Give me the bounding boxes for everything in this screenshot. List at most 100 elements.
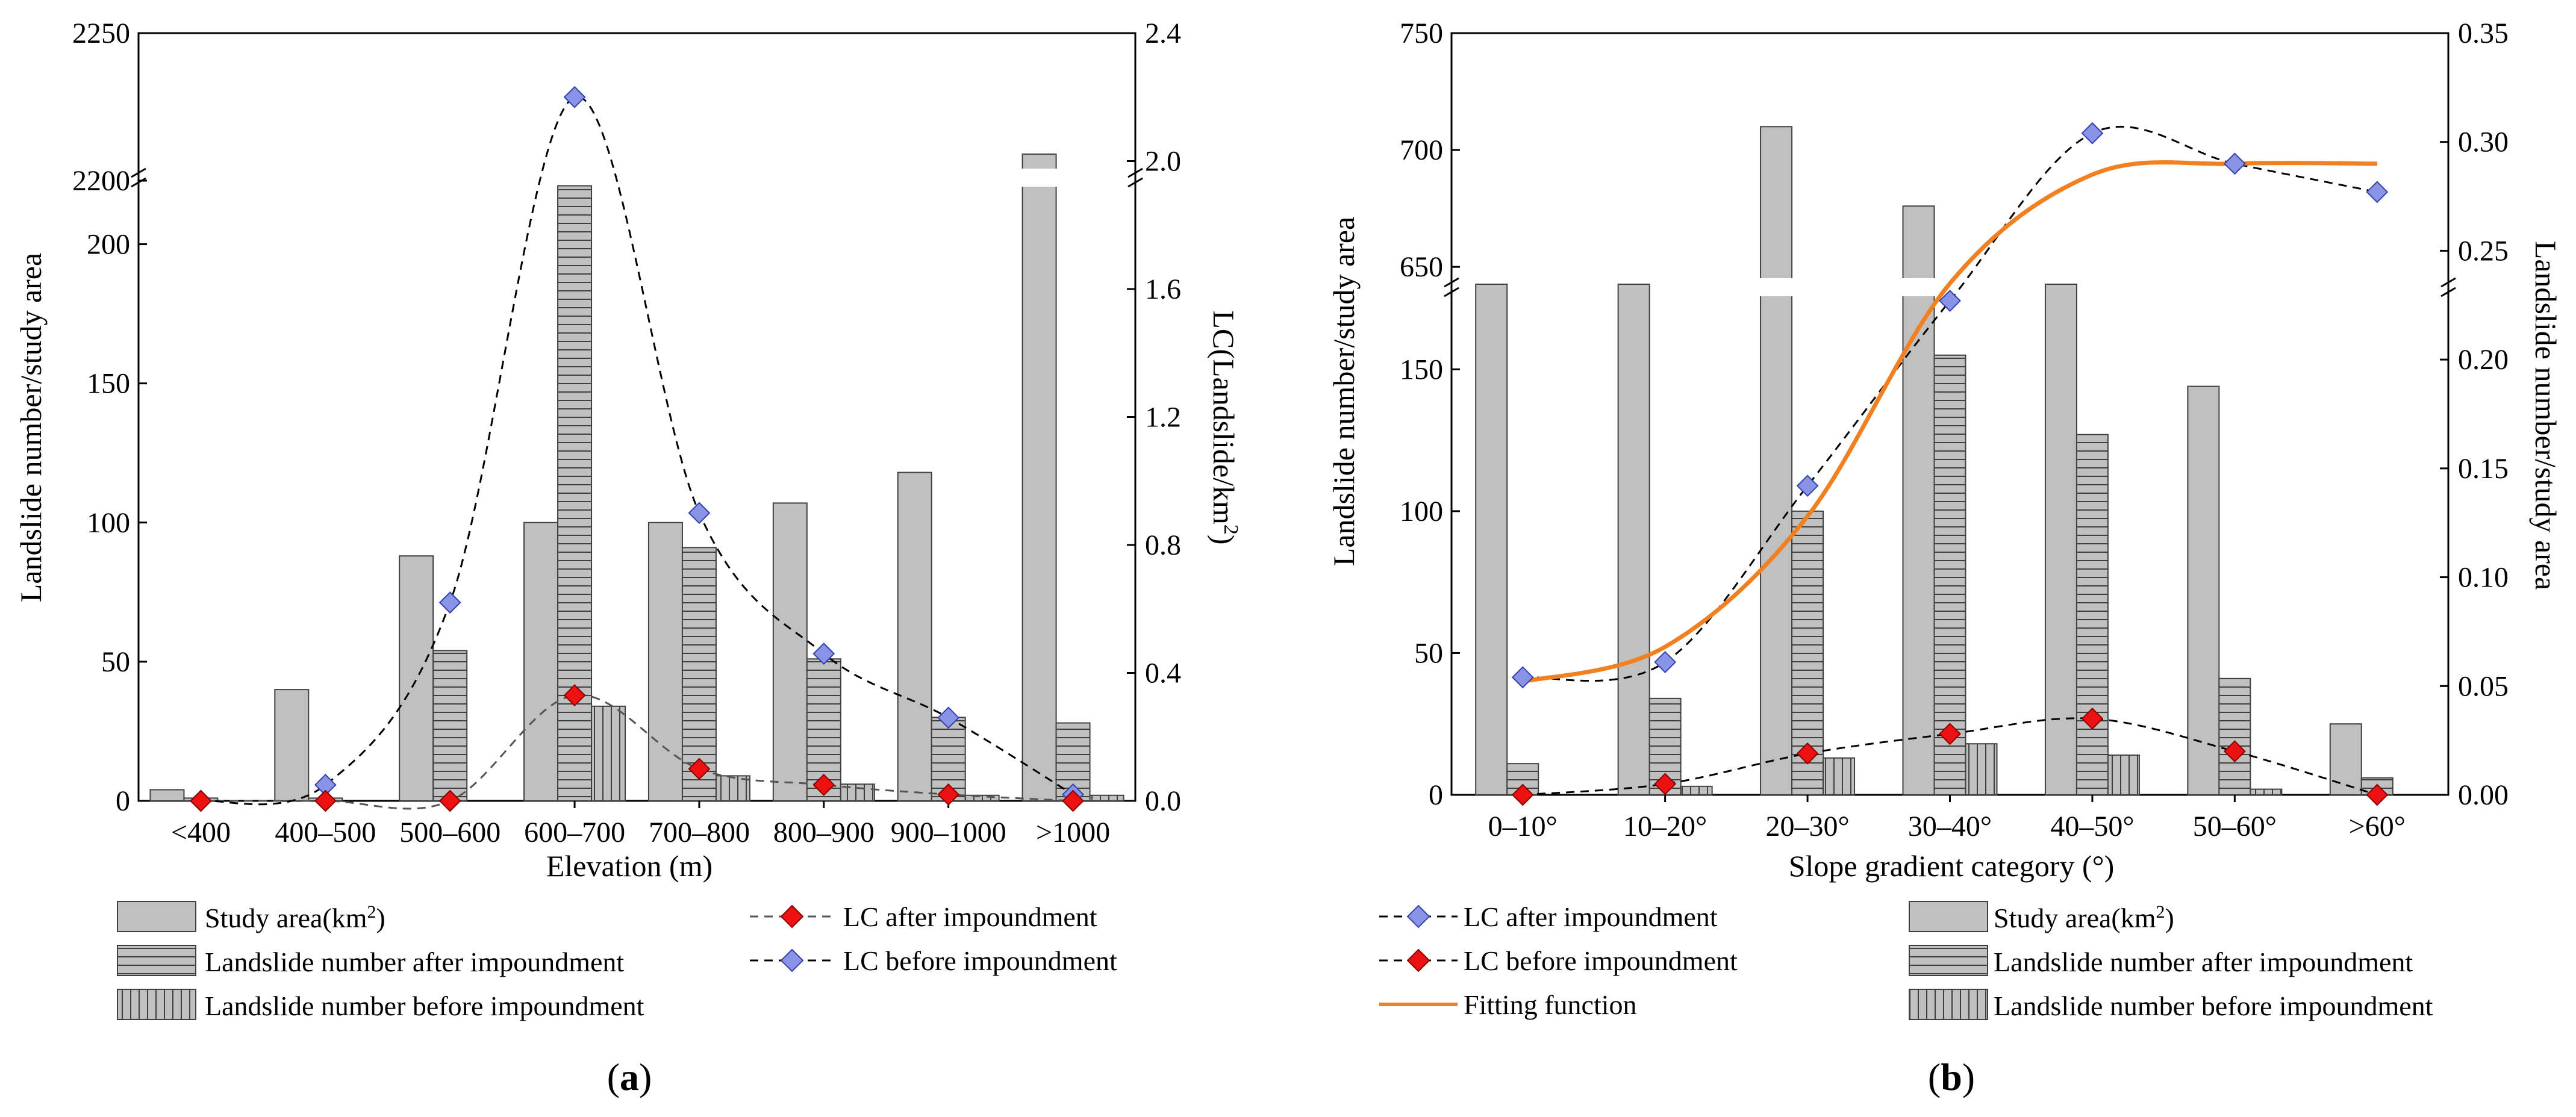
b-xtick-label: 0–10° xyxy=(1488,811,1558,842)
panel-a-label-letter: a xyxy=(620,1056,639,1098)
b-lc-red-marker xyxy=(1654,773,1677,795)
a-lc-blue-marker xyxy=(563,86,586,108)
legend-a-lc-after-label: LC after impoundment xyxy=(843,901,1097,932)
a-study-area-bar xyxy=(647,521,683,801)
b-axis-break-mark xyxy=(2440,287,2456,297)
panel-a-y2label: LC(Landslide/km2) xyxy=(1207,310,1242,544)
b-lc-red-marker xyxy=(2366,783,2389,806)
b-axis-break-mark xyxy=(1444,277,1459,288)
a-xtick-label: <400 xyxy=(171,817,231,848)
panel-a-label-open: ( xyxy=(607,1056,620,1098)
b-ln-before-bar xyxy=(1680,785,1713,796)
a-lc-red-marker xyxy=(190,789,212,812)
a-plot-frame xyxy=(137,32,1137,802)
b-lc-blue-marker xyxy=(2081,122,2104,145)
a-ln-after-bar xyxy=(557,185,593,801)
a-study-area-bar xyxy=(399,555,434,801)
panel-b: 0 50 100 150 650 700 750 0.00 0.05 0.10 0.15 0.20 0.… xyxy=(1400,17,2509,842)
panel-b-xlabel: Slope gradient category (°) xyxy=(1789,849,2115,883)
a-lc-blue-line xyxy=(201,96,1074,806)
a-lc-red-marker xyxy=(438,789,461,812)
legend-b-lc-after-marker xyxy=(1406,904,1430,929)
panel-a-y2label-main: LC(Landslide/km xyxy=(1207,310,1241,524)
b-xtick-label: 50–60° xyxy=(2193,811,2277,842)
a-ytick-right-label: 1.2 xyxy=(1145,402,1181,434)
a-lc-red-marker xyxy=(563,684,586,707)
b-study-area-bar xyxy=(2329,723,2362,795)
a-axis-break-mark xyxy=(131,177,146,188)
a-ytick-right-label: 0.0 xyxy=(1145,785,1181,817)
panel-a-xlabel: Elevation (m) xyxy=(546,849,713,883)
a-ytick-left-label: 0 xyxy=(116,785,130,817)
panel-a-legend: Study area(km2) Landslide number after i… xyxy=(117,901,1117,1021)
b-ytick-left-label: 100 xyxy=(1400,496,1443,527)
b-study-area-bar xyxy=(2187,385,2220,795)
a-xtick-label: 400–500 xyxy=(275,817,376,848)
a-lc-red-marker xyxy=(937,783,960,806)
a-ytick-right-label: 0.4 xyxy=(1145,658,1181,689)
panel-a-y2label-sup: 2 xyxy=(1220,524,1242,535)
panel-a: 0 50 100 150 200 2200 2250 0.0 0.4 0.8 1.2 1.6 2.0 2.… xyxy=(72,17,1181,848)
b-ln-after-bar xyxy=(1933,354,1966,795)
b-bar-break-gap xyxy=(1759,278,1794,296)
legend-b-fitting-label: Fitting function xyxy=(1464,989,1637,1020)
panel-a-y2label-tail: ) xyxy=(1207,535,1241,545)
a-xtick-label: 500–600 xyxy=(399,817,501,848)
panel-b-legend: LC after impoundment LC before impoundme… xyxy=(1379,901,2433,1021)
a-lc-blue-marker xyxy=(688,502,711,524)
b-lc-blue-marker xyxy=(2366,181,2389,204)
a-ytick-left-label: 100 xyxy=(87,507,130,539)
a-ytick-left-label: 150 xyxy=(87,368,130,400)
a-ln-before-bar xyxy=(1089,794,1124,802)
b-ln-before-bar xyxy=(2107,755,2140,795)
b-xtick-label: 20–30° xyxy=(1765,811,1849,842)
legend-a-ln-after-swatch xyxy=(117,945,196,976)
a-lc-red-marker xyxy=(1062,789,1084,812)
panel-b-label-close: ) xyxy=(1962,1056,1975,1098)
b-bar-break-gap xyxy=(1901,278,1936,296)
panel-b-y2label: Landslide number/study area xyxy=(2529,241,2563,590)
a-lc-red-line xyxy=(201,694,1073,810)
legend-a-ln-after-label: Landslide number after impoundment xyxy=(205,947,624,977)
legend-a-study-area-swatch xyxy=(117,901,196,932)
b-ytick-right-label: 0.15 xyxy=(2458,453,2509,485)
b-lc-blue-marker xyxy=(2223,152,2246,175)
b-ytick-left-label: 750 xyxy=(1400,17,1443,49)
a-ytick-left-label: 200 xyxy=(87,229,130,261)
b-ytick-right-label: 0.20 xyxy=(2458,344,2509,376)
a-study-area-bar xyxy=(274,689,310,801)
a-ytick-right-label: 2.4 xyxy=(1145,17,1181,49)
b-lc-blue-marker xyxy=(1654,651,1677,673)
panel-b-label-letter: b xyxy=(1941,1056,1962,1098)
b-study-area-bar xyxy=(2044,284,2077,795)
b-ytick-right-label: 0.00 xyxy=(2458,779,2509,811)
legend-b-lc-before-label: LC before impoundment xyxy=(1464,945,1738,976)
a-lc-blue-marker xyxy=(438,591,461,614)
a-lc-blue-marker xyxy=(937,706,960,729)
a-study-area-bar xyxy=(523,521,559,801)
a-ytick-left-label: 2250 xyxy=(72,17,130,49)
b-study-area-bar xyxy=(1760,126,1793,796)
legend-b-study-area-swatch xyxy=(1909,901,1988,932)
legend-b-ln-after-swatch xyxy=(1909,945,1988,976)
b-ytick-right-label: 0.25 xyxy=(2458,235,2509,267)
b-ytick-left-label: 50 xyxy=(1414,637,1443,669)
a-axis-break-mark xyxy=(1127,167,1143,178)
legend-b-ln-before-swatch xyxy=(1909,989,1988,1020)
b-ln-before-bar xyxy=(1965,743,1998,795)
a-ln-before-bar xyxy=(591,705,626,802)
panel-b-ylabel: Landslide number/study area xyxy=(1327,217,1361,566)
a-ln-after-bar xyxy=(432,650,468,802)
a-xtick-label: >1000 xyxy=(1036,817,1110,848)
panel-b-label: (b) xyxy=(1928,1056,1975,1098)
b-xtick-label: 10–20° xyxy=(1623,811,1707,842)
legend-b-lc-after-label: LC after impoundment xyxy=(1464,901,1718,932)
a-xtick-label: 600–700 xyxy=(524,817,625,848)
legend-a-study-area-label: Study area(km2) xyxy=(205,902,385,933)
legend-b-study-area-label: Study area(km2) xyxy=(1994,902,2174,933)
legend-b-ln-before-label: Landslide number before impoundment xyxy=(1994,991,2433,1021)
a-study-area-bar xyxy=(149,789,185,801)
a-xtick-label: 800–900 xyxy=(773,817,875,848)
legend-b-lc-before-marker xyxy=(1406,948,1430,972)
a-xtick-label: 700–800 xyxy=(649,817,750,848)
